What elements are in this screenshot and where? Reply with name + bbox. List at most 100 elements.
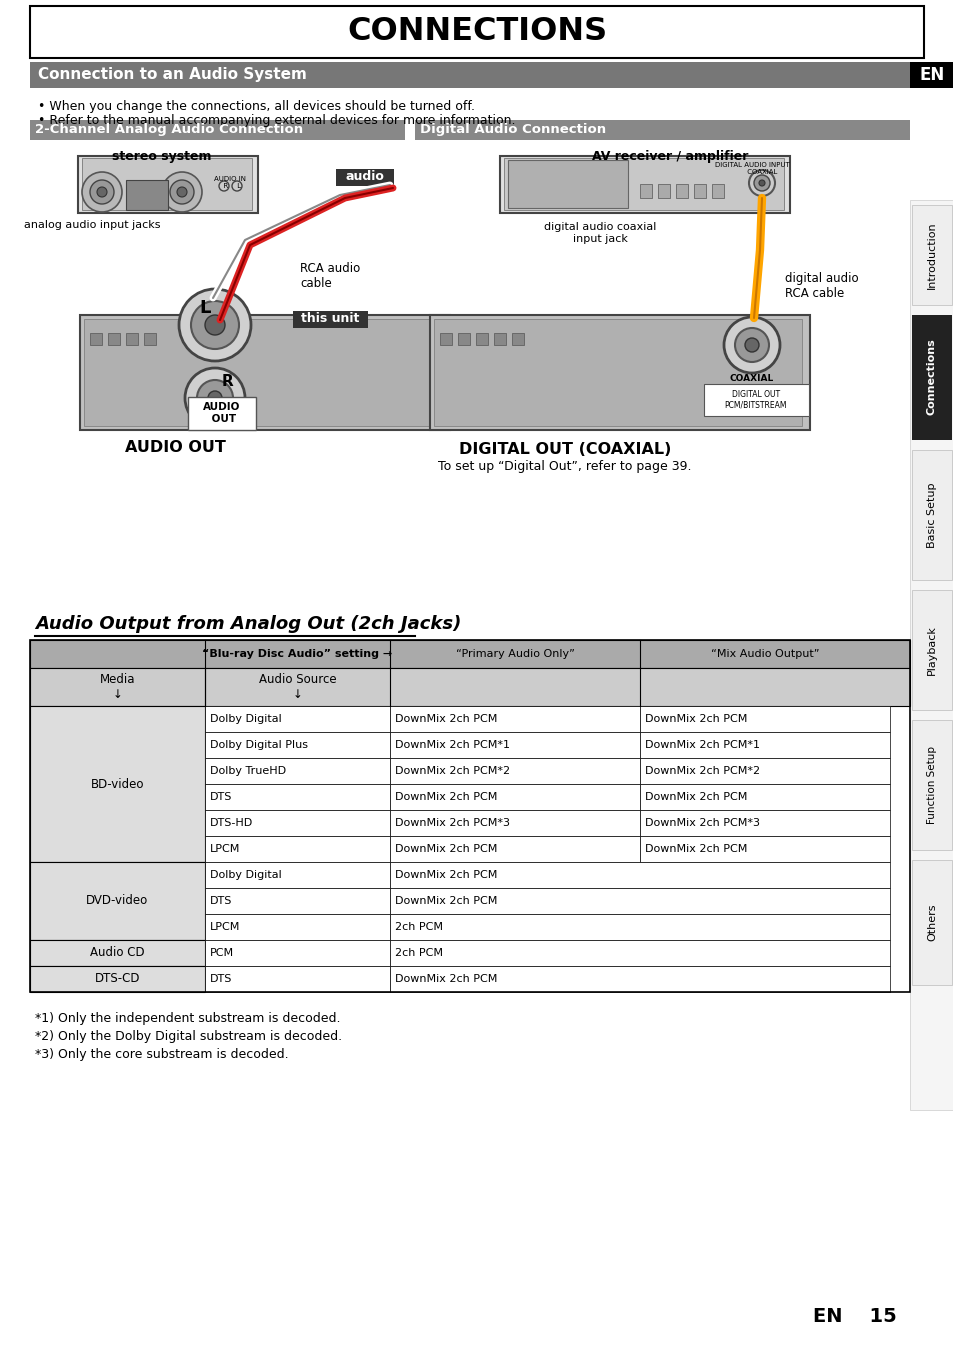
Bar [639, 732, 889, 758]
Bar [499, 156, 789, 213]
Bar [390, 861, 889, 888]
Bar [30, 967, 205, 992]
Text: DVD-video: DVD-video [87, 895, 149, 907]
Bar [439, 333, 452, 345]
Bar [693, 183, 705, 198]
Text: LPCM: LPCM [210, 922, 240, 931]
Text: DownMix 2ch PCM*2: DownMix 2ch PCM*2 [395, 766, 510, 776]
Bar [205, 940, 390, 967]
Bar [205, 888, 390, 914]
Bar [84, 319, 438, 426]
Circle shape [753, 175, 769, 191]
Text: DownMix 2ch PCM: DownMix 2ch PCM [644, 793, 746, 802]
Text: Connections: Connections [926, 338, 936, 415]
Text: Others: Others [926, 903, 936, 941]
Text: LPCM: LPCM [210, 844, 240, 855]
Bar [30, 706, 205, 861]
Bar [205, 706, 390, 732]
Bar [205, 732, 390, 758]
Bar [205, 861, 390, 888]
Text: Introduction: Introduction [926, 221, 936, 288]
Bar [390, 940, 889, 967]
Circle shape [208, 391, 222, 404]
Text: stereo system: stereo system [112, 150, 212, 163]
Circle shape [196, 380, 233, 417]
Text: Dolby Digital: Dolby Digital [210, 714, 281, 724]
Circle shape [734, 328, 768, 363]
Bar [457, 333, 470, 345]
Bar [30, 120, 405, 140]
Text: Audio Output from Analog Out (2ch Jacks): Audio Output from Analog Out (2ch Jacks) [35, 615, 461, 634]
Bar [205, 836, 390, 861]
Bar [205, 914, 390, 940]
Text: DownMix 2ch PCM*1: DownMix 2ch PCM*1 [395, 740, 510, 749]
Circle shape [723, 317, 780, 373]
Bar [390, 732, 639, 758]
Bar [507, 160, 627, 208]
Bar [390, 785, 639, 810]
Text: “Mix Audio Output”: “Mix Audio Output” [710, 648, 819, 659]
Text: 2ch PCM: 2ch PCM [395, 948, 442, 958]
Bar [639, 836, 889, 861]
Text: DIGITAL OUT (COAXIAL): DIGITAL OUT (COAXIAL) [458, 442, 671, 457]
Text: Dolby TrueHD: Dolby TrueHD [210, 766, 286, 776]
Text: DownMix 2ch PCM*2: DownMix 2ch PCM*2 [644, 766, 760, 776]
Bar [126, 333, 138, 345]
Circle shape [82, 173, 122, 212]
Bar [476, 333, 488, 345]
Text: DTS-HD: DTS-HD [210, 818, 253, 828]
Bar [434, 319, 801, 426]
Bar [78, 156, 257, 213]
Text: RCA audio
cable: RCA audio cable [299, 262, 360, 290]
Bar [512, 333, 523, 345]
Bar [30, 640, 909, 669]
Text: COAXIAL: COAXIAL [729, 373, 773, 383]
Text: 2ch PCM: 2ch PCM [395, 922, 442, 931]
Text: DownMix 2ch PCM: DownMix 2ch PCM [644, 844, 746, 855]
Circle shape [191, 301, 239, 349]
Bar [494, 333, 505, 345]
Text: • When you change the connections, all devices should be turned off.: • When you change the connections, all d… [38, 100, 475, 113]
Circle shape [170, 181, 193, 204]
Text: “Primary Audio Only”: “Primary Audio Only” [456, 648, 574, 659]
Bar [390, 758, 639, 785]
Text: digital audio
RCA cable: digital audio RCA cable [784, 272, 858, 301]
Text: Basic Setup: Basic Setup [926, 483, 936, 547]
Bar [188, 398, 255, 430]
Circle shape [748, 170, 774, 195]
Bar [30, 861, 205, 940]
Circle shape [219, 181, 229, 191]
Bar [144, 333, 156, 345]
Text: “Blu-ray Disc Audio” setting →: “Blu-ray Disc Audio” setting → [202, 648, 393, 659]
Circle shape [232, 181, 242, 191]
Text: DIGITAL AUDIO INPUT
         COAXIAL: DIGITAL AUDIO INPUT COAXIAL [714, 162, 788, 175]
Circle shape [90, 181, 113, 204]
Text: L: L [199, 299, 211, 317]
Bar [205, 758, 390, 785]
Bar [80, 315, 450, 430]
Bar [390, 967, 889, 992]
Text: DownMix 2ch PCM: DownMix 2ch PCM [395, 844, 497, 855]
Bar [911, 720, 951, 851]
Text: DTS: DTS [210, 975, 233, 984]
Text: DTS-CD: DTS-CD [94, 972, 140, 985]
Bar [639, 183, 651, 198]
Text: Connection to an Audio System: Connection to an Audio System [38, 67, 307, 82]
Bar [639, 810, 889, 836]
Bar [639, 758, 889, 785]
Text: *1) Only the independent substream is decoded.: *1) Only the independent substream is de… [35, 1012, 340, 1024]
Text: AUDIO OUT: AUDIO OUT [125, 439, 225, 456]
Text: analog audio input jacks: analog audio input jacks [24, 220, 160, 231]
Circle shape [177, 187, 187, 197]
Circle shape [179, 288, 251, 361]
Bar [30, 669, 909, 706]
Text: Digital Audio Connection: Digital Audio Connection [419, 124, 605, 136]
Bar [90, 333, 102, 345]
Circle shape [744, 338, 759, 352]
Bar [30, 62, 909, 88]
Circle shape [97, 187, 107, 197]
Bar [711, 183, 723, 198]
Circle shape [205, 315, 225, 336]
Text: DownMix 2ch PCM: DownMix 2ch PCM [395, 714, 497, 724]
Text: digital audio coaxial
input jack: digital audio coaxial input jack [543, 222, 656, 244]
